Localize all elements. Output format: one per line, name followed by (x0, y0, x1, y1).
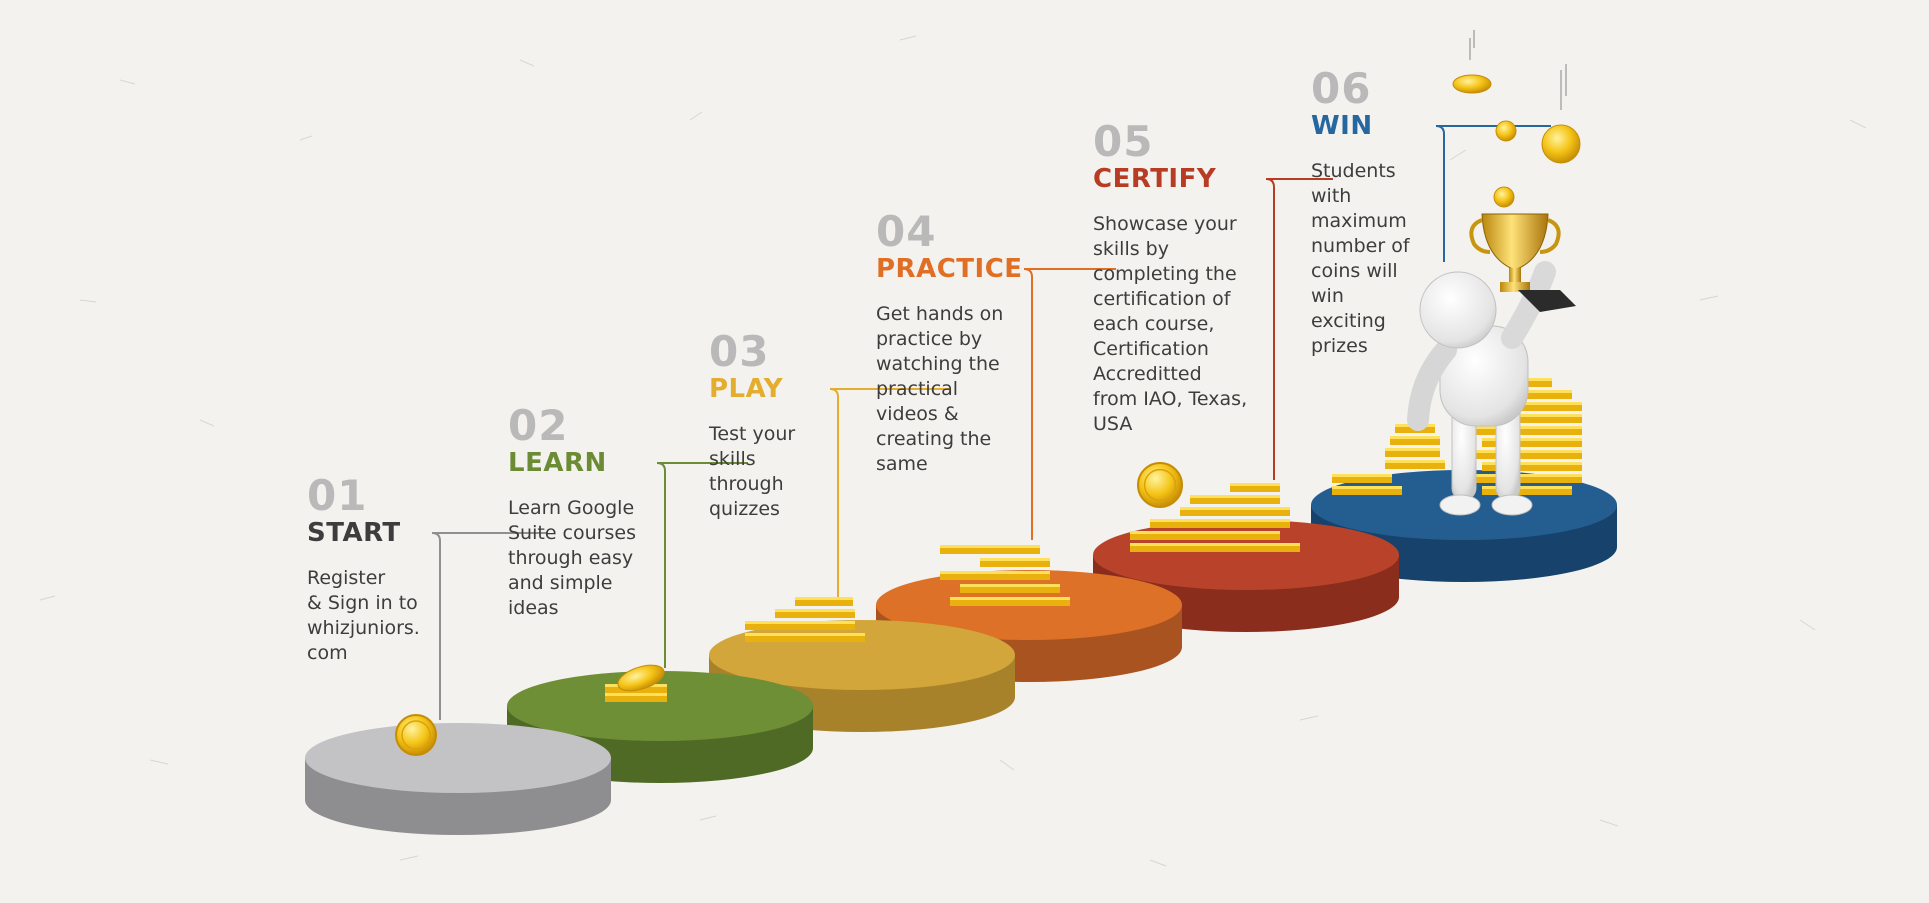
trophy-icon (1469, 213, 1576, 312)
step-disk (305, 723, 611, 835)
step-certify: 05 CERTIFY Showcase your skills by complet… (1093, 120, 1323, 437)
step-title: WIN (1311, 111, 1373, 141)
coin-icon (1137, 462, 1183, 508)
step-number: 01 (307, 471, 368, 520)
step-win: 06 WIN Students with maximum number of coins… (1311, 67, 1541, 359)
coin-stack-icon (1130, 483, 1300, 552)
coin-icon (1541, 124, 1581, 164)
step-description: Students with maximum number of coins will wi… (1311, 160, 1410, 357)
coin-icon (395, 714, 437, 756)
step-start: 01 START Register & Sign in to whizjuniors… (307, 474, 537, 666)
step-title: CERTIFY (1093, 164, 1217, 194)
leader-line (829, 388, 949, 600)
coin-icon (1493, 186, 1515, 208)
coin-stack-icon (940, 545, 1070, 606)
coin-stack-icon (1385, 424, 1445, 469)
step-description: Test your skills through quizzes (709, 423, 796, 520)
figure-icon (1407, 261, 1556, 516)
coin-stack-icon (745, 597, 865, 642)
leader-line (1265, 178, 1333, 480)
step-practice: 04 PRACTICE Get hands on practice by watch… (876, 210, 1106, 477)
step-number: 04 (876, 207, 937, 256)
step-number: 03 (709, 327, 770, 376)
step-play: 03 PLAY Test your skills through quizzes (709, 330, 939, 522)
step-number: 05 (1093, 117, 1154, 166)
step-learn: 02 LEARN Learn Google Suite courses throug… (508, 404, 738, 621)
step-number: 02 (508, 401, 569, 450)
step-description: Showcase your skills by completing the cert… (1093, 213, 1248, 435)
step-title: PRACTICE (876, 254, 1023, 284)
step-title: PLAY (709, 374, 784, 404)
step-number: 06 (1311, 64, 1372, 113)
coin-icon (1452, 74, 1492, 94)
leader-line (656, 462, 748, 668)
step-description: Get hands on practice by watching the pract… (876, 303, 1004, 475)
leader-line (1435, 125, 1551, 262)
coin-icon (1495, 120, 1517, 142)
leader-line (1023, 268, 1116, 540)
step-description: Register & Sign in to whizjuniors. com (307, 567, 420, 664)
leader-line (431, 532, 547, 720)
step-title: START (307, 518, 401, 548)
falling-coins (1452, 30, 1581, 208)
step-description: Learn Google Suite courses through easy and… (508, 497, 636, 619)
step-title: LEARN (508, 448, 607, 478)
coin-icon (617, 664, 665, 692)
